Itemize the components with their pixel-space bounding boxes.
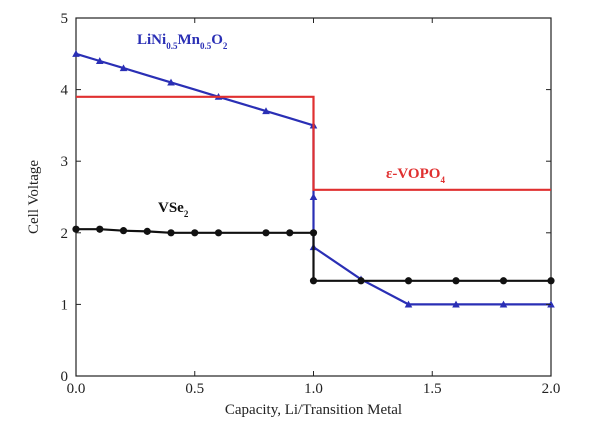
data-point	[96, 225, 104, 233]
series-1	[76, 95, 551, 191]
data-point	[499, 277, 508, 285]
data-point	[452, 300, 460, 308]
y-tick-label: 4	[61, 83, 69, 99]
x-tick-label: 1.5	[423, 381, 442, 397]
data-point	[357, 277, 365, 285]
data-point	[404, 277, 413, 285]
data-point	[72, 50, 80, 57]
data-point	[191, 229, 199, 237]
y-tick-label: 2	[61, 226, 69, 242]
data-point	[404, 300, 413, 308]
series-2	[72, 225, 555, 285]
y-tick-label: 5	[61, 11, 69, 27]
data-point	[499, 300, 508, 308]
y-tick-label: 0	[61, 369, 69, 385]
series-layer	[72, 50, 555, 308]
data-point	[95, 57, 104, 64]
data-point	[309, 193, 318, 201]
data-point	[286, 229, 294, 237]
data-point	[214, 229, 223, 237]
x-tick-label: 0.5	[185, 381, 204, 397]
series-labels: LiNi0.5Mn0.5O2 ε-VOPO4 VSe2	[137, 32, 445, 219]
data-point	[262, 107, 270, 115]
y-axis-label: Cell Voltage	[26, 160, 42, 234]
series-0	[72, 50, 555, 308]
data-point	[143, 227, 151, 235]
data-point	[309, 277, 318, 285]
series-label-vopo4: ε-VOPO4	[386, 166, 445, 185]
data-point	[309, 229, 318, 237]
data-point	[167, 78, 175, 86]
series-label-lini-mn-o2: LiNi0.5Mn0.5O2	[137, 32, 228, 51]
series-line	[75, 52, 551, 306]
data-point	[452, 277, 460, 285]
x-tick-label: 2.0	[542, 381, 561, 397]
x-axis-label: Capacity, Li/Transition Metal	[225, 402, 402, 418]
y-tick-label: 1	[61, 297, 69, 313]
data-point	[262, 229, 270, 237]
x-tick-label: 1.0	[304, 381, 323, 397]
series-line	[76, 95, 551, 191]
series-line	[76, 228, 551, 282]
data-point	[119, 227, 128, 235]
x-tick-label: 0.0	[67, 381, 86, 397]
data-point	[547, 277, 555, 285]
data-point	[119, 64, 128, 72]
y-tick-label: 3	[61, 154, 69, 170]
ticks-layer: 0.0 0.5 1.0 1.5 2.0 0 1 2 3 4 5	[61, 11, 561, 397]
series-label-vse2: VSe2	[158, 200, 189, 219]
data-point	[72, 225, 80, 233]
data-point	[167, 229, 175, 237]
